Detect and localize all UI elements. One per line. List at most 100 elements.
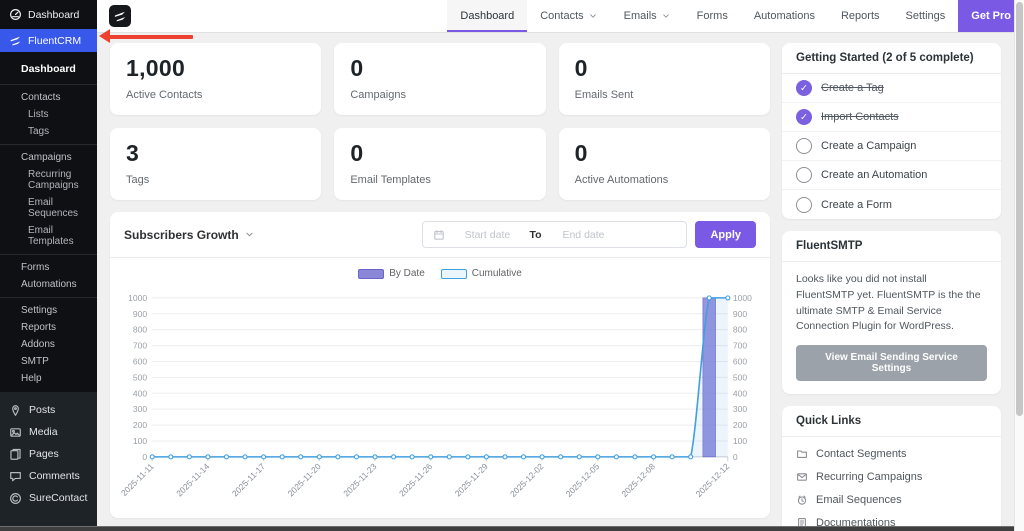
svg-text:2025-12-08: 2025-12-08 — [619, 461, 657, 499]
legend-by-date[interactable]: By Date — [358, 268, 425, 279]
sidebar-item-contacts[interactable]: Contacts — [0, 89, 97, 106]
svg-text:0: 0 — [733, 452, 738, 462]
sidebar-item-label: Pages — [29, 448, 59, 460]
nav-tab-forms[interactable]: Forms — [684, 0, 741, 32]
end-date-input[interactable] — [548, 229, 620, 241]
svg-text:2025-11-17: 2025-11-17 — [230, 461, 267, 498]
sidebar-item-help[interactable]: Help — [0, 370, 97, 387]
sidebar-item-surecontact[interactable]: SureContact — [0, 487, 97, 509]
quick-link-recurring-campaigns[interactable]: Recurring Campaigns — [782, 465, 1001, 488]
sidebar-item-automations[interactable]: Automations — [0, 276, 97, 293]
surecontact-icon — [9, 492, 22, 505]
sidebar-item-posts[interactable]: Posts — [0, 399, 97, 421]
quick-link-email-sequences[interactable]: Email Sequences — [782, 488, 1001, 511]
sidebar-item-email-templates[interactable]: Email Templates — [0, 222, 97, 250]
wp-admin-menu-top: DashboardFluentCRM — [0, 0, 97, 52]
stat-label: Campaigns — [350, 89, 529, 101]
sidebar-item-recurring-campaigns[interactable]: Recurring Campaigns — [0, 166, 97, 194]
nav-tab-dashboard[interactable]: Dashboard — [447, 0, 527, 32]
sidebar-item-label: Posts — [29, 404, 55, 416]
sidebar-divider — [0, 84, 97, 85]
legend-cumulative[interactable]: Cumulative — [441, 268, 522, 279]
nav-tab-emails[interactable]: Emails — [611, 0, 684, 32]
stat-card-email-templates: 0 Email Templates — [334, 128, 545, 200]
nav-tab-settings[interactable]: Settings — [893, 0, 959, 32]
chart-title-dropdown[interactable]: Subscribers Growth — [124, 228, 255, 242]
sidebar-item-campaigns[interactable]: Campaigns — [0, 149, 97, 166]
sidebar-item-email-sequences[interactable]: Email Sequences — [0, 194, 97, 222]
unchecked-circle-icon — [796, 197, 812, 213]
stat-card-campaigns: 0Campaigns — [334, 43, 545, 115]
svg-text:400: 400 — [733, 388, 748, 398]
getting-started-list: ✓Create a Tag✓Import ContactsCreate a Ca… — [782, 74, 1001, 219]
sidebar-item-forms[interactable]: Forms — [0, 259, 97, 276]
apply-button[interactable]: Apply — [695, 221, 756, 248]
stat-label: Active Automations — [575, 174, 754, 186]
nav-tab-automations[interactable]: Automations — [741, 0, 828, 32]
sidebar-item-lists[interactable]: Lists — [0, 106, 97, 123]
checklist-item-create-an-automation[interactable]: Create an Automation — [782, 161, 1001, 190]
checklist-item-import-contacts[interactable]: ✓Import Contacts — [782, 103, 1001, 132]
nav-tab-reports[interactable]: Reports — [828, 0, 893, 32]
subscribers-growth-chart: 0010010020020030030040040050050060060070… — [110, 279, 770, 518]
stat-label: Email Templates — [350, 174, 529, 186]
svg-text:0: 0 — [142, 452, 147, 462]
svg-text:2025-12-02: 2025-12-02 — [508, 461, 546, 499]
browser-scrollbar[interactable] — [1014, 0, 1024, 531]
pin-icon — [9, 404, 22, 417]
sidebar-item-dashboard[interactable]: Dashboard — [0, 0, 97, 29]
unchecked-circle-icon — [796, 138, 812, 154]
svg-text:2025-11-14: 2025-11-14 — [174, 461, 211, 498]
chevron-down-icon — [661, 11, 671, 21]
sidebar-item-media[interactable]: Media — [0, 421, 97, 443]
svg-text:500: 500 — [733, 372, 748, 382]
quick-link-contact-segments[interactable]: Contact Segments — [782, 442, 1001, 465]
stat-value: 0 — [350, 140, 529, 167]
svg-text:2025-11-23: 2025-11-23 — [341, 461, 378, 498]
sidebar-item-addons[interactable]: Addons — [0, 336, 97, 353]
quick-link-label: Recurring Campaigns — [816, 471, 922, 483]
stat-value: 0 — [575, 140, 754, 167]
svg-text:600: 600 — [733, 356, 748, 366]
sidebar-item-fluentcrm-selected[interactable]: FluentCRM — [0, 29, 97, 52]
sidebar-divider — [0, 297, 97, 298]
nav-tab-label: Forms — [697, 10, 728, 22]
sidebar-item-settings[interactable]: Settings — [0, 302, 97, 319]
svg-text:600: 600 — [133, 356, 148, 366]
svg-text:100: 100 — [733, 436, 748, 446]
comments-icon — [9, 470, 22, 483]
wp-admin-sidebar: DashboardFluentCRM DashboardContactsList… — [0, 0, 97, 531]
nav-tab-label: Automations — [754, 10, 815, 22]
nav-tab-label: Reports — [841, 10, 880, 22]
stat-value: 1,000 — [126, 55, 305, 82]
checklist-item-label: Create a Tag — [821, 82, 884, 94]
view-email-sending-settings-button[interactable]: View Email Sending Service Settings — [796, 345, 987, 381]
chevron-down-icon — [244, 229, 255, 240]
svg-text:400: 400 — [133, 388, 148, 398]
date-range-picker[interactable]: To — [422, 221, 687, 248]
fluentcrm-logo — [109, 5, 131, 27]
chart-svg: 0010010020020030030040040050050060060070… — [118, 281, 762, 514]
stat-label: Tags — [126, 174, 305, 186]
checklist-item-create-a-tag[interactable]: ✓Create a Tag — [782, 74, 1001, 103]
nav-tab-label: Settings — [906, 10, 946, 22]
nav-tab-contacts[interactable]: Contacts — [527, 0, 610, 32]
quick-links-title: Quick Links — [782, 406, 1001, 437]
scrollbar-thumb[interactable] — [1016, 2, 1023, 416]
svg-text:900: 900 — [133, 309, 148, 319]
svg-text:900: 900 — [733, 309, 748, 319]
legend-by-date-label: By Date — [389, 268, 425, 279]
sidebar-item-smtp[interactable]: SMTP — [0, 353, 97, 370]
stat-card-tags: 3Tags — [110, 128, 321, 200]
start-date-input[interactable] — [451, 229, 523, 241]
checklist-item-label: Import Contacts — [821, 111, 899, 123]
sidebar-item-tags[interactable]: Tags — [0, 123, 97, 140]
sidebar-gap — [0, 509, 97, 520]
sidebar-item-pages[interactable]: Pages — [0, 443, 97, 465]
checklist-item-create-a-campaign[interactable]: Create a Campaign — [782, 132, 1001, 161]
checklist-item-create-a-form[interactable]: Create a Form — [782, 190, 1001, 219]
bottom-dark-strip — [0, 526, 1014, 531]
sidebar-item-reports[interactable]: Reports — [0, 319, 97, 336]
sidebar-item-comments[interactable]: Comments — [0, 465, 97, 487]
sidebar-item-dashboard[interactable]: Dashboard — [0, 58, 97, 80]
